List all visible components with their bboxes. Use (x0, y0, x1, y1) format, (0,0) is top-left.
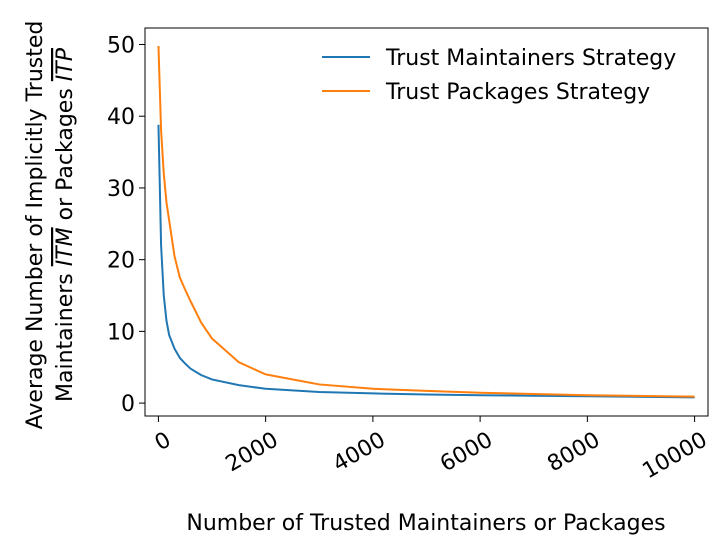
legend-label-packages: Trust Packages Strategy (385, 80, 650, 105)
series-line-packages (157, 45, 695, 398)
y-tick-label: 30 (107, 177, 135, 202)
y-axis-label-line1: Average Number of Implicitly Trusted (23, 21, 48, 430)
y-tick-label: 10 (107, 320, 135, 345)
x-axis-label: Number of Trusted Maintainers or Package… (186, 511, 665, 536)
x-axis-ticks: 0 2000 4000 6000 8000 10000 (151, 416, 712, 484)
legend-label-maintainers: Trust Maintainers Strategy (385, 46, 676, 71)
x-tick-label: 6000 (436, 428, 497, 478)
y-axis-label-mid: or Packages (53, 81, 78, 227)
y-tick-label: 40 (107, 105, 135, 130)
legend: Trust Maintainers Strategy Trust Package… (322, 46, 676, 105)
y-tick-label: 20 (107, 249, 135, 274)
series-line-maintainers (157, 124, 695, 399)
x-tick-label: 0 (151, 428, 176, 457)
y-axis-label: Average Number of Implicitly Trusted Mai… (23, 21, 78, 430)
x-tick-label: 10000 (638, 428, 711, 485)
x-tick-label: 8000 (543, 428, 604, 478)
y-tick-label: 50 (107, 33, 135, 58)
y-axis-label-itp: ITP (53, 47, 78, 81)
x-tick-label: 4000 (329, 428, 390, 478)
series-lines (157, 45, 695, 399)
y-axis-label-prefix: Maintainers (53, 266, 78, 402)
y-tick-label: 0 (121, 392, 135, 417)
y-axis-ticks: 0 10 20 30 40 50 (107, 33, 145, 417)
y-axis-label-line2: Maintainers ITM or Packages ITP (53, 47, 78, 402)
plot-area (144, 27, 709, 417)
x-tick-label: 2000 (222, 428, 283, 478)
y-axis-label-itm: ITM (53, 227, 78, 266)
